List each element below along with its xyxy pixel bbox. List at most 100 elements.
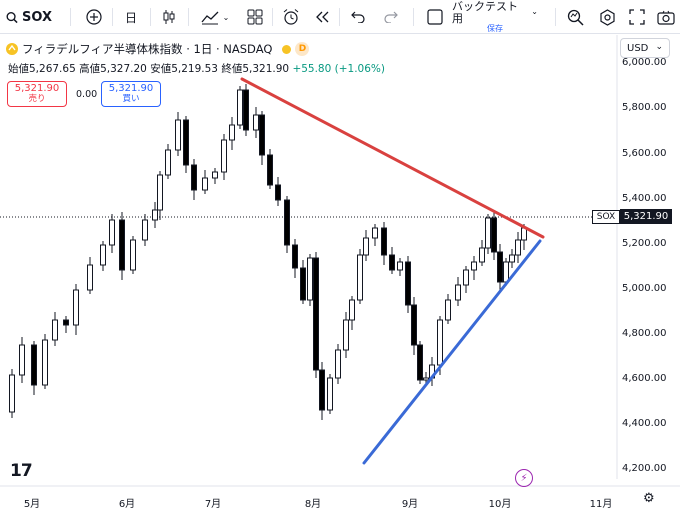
chart-type-button[interactable] bbox=[159, 0, 179, 34]
backtest-checkbox[interactable] bbox=[425, 0, 445, 34]
candle-body bbox=[87, 264, 93, 291]
plus-circle-icon bbox=[86, 9, 102, 25]
price-axis-label: 4,400.00 bbox=[622, 418, 667, 429]
settings-button[interactable] bbox=[597, 0, 617, 34]
candle-body bbox=[300, 267, 306, 301]
symbol-name: SOX bbox=[22, 9, 52, 25]
close-label: 終値 bbox=[221, 63, 243, 75]
quick-search-button[interactable] bbox=[565, 0, 585, 34]
layout-button[interactable] bbox=[245, 0, 265, 34]
price-axis-label: 4,200.00 bbox=[622, 463, 667, 474]
high-value: 5,327.20 bbox=[100, 63, 147, 75]
candle-body bbox=[100, 244, 106, 266]
candle-body bbox=[259, 114, 265, 156]
candle-body bbox=[142, 219, 148, 241]
candle-body bbox=[119, 219, 125, 271]
candle-body bbox=[397, 261, 403, 271]
gear-icon[interactable]: ⚙ bbox=[643, 491, 655, 506]
time-axis-label: 6月 bbox=[118, 499, 136, 510]
layout-icon bbox=[247, 9, 263, 25]
candle-body bbox=[313, 257, 319, 371]
symbol-search[interactable]: SOX bbox=[6, 0, 52, 34]
candle-body bbox=[52, 319, 58, 341]
backtest-save-button[interactable]: バックテスト用 ⌄ 保存 bbox=[452, 0, 538, 34]
toolbar-divider bbox=[272, 8, 273, 26]
price-chart[interactable] bbox=[0, 35, 680, 514]
price-axis-label: 5,600.00 bbox=[622, 148, 667, 159]
fullscreen-button[interactable] bbox=[627, 0, 647, 34]
compare-button[interactable] bbox=[84, 0, 104, 34]
checkbox-icon bbox=[427, 9, 443, 25]
price-axis-label: 5,800.00 bbox=[622, 102, 667, 113]
market-status-dot bbox=[282, 44, 292, 54]
open-value: 5,267.65 bbox=[29, 63, 76, 75]
currency-selector[interactable]: USD ⌄ bbox=[620, 38, 670, 58]
currency-value: USD bbox=[627, 42, 649, 54]
change-value: +55.80 (+1.06%) bbox=[292, 63, 385, 75]
legend-badge: D bbox=[295, 42, 310, 56]
price-axis-label: 5,200.00 bbox=[622, 238, 667, 249]
symbol-logo-icon bbox=[6, 43, 18, 55]
redo-button[interactable] bbox=[382, 0, 400, 34]
ohlc-values: 始値5,267.65 高値5,327.20 安値5,219.53 終値5,321… bbox=[8, 61, 385, 76]
quick-search-icon bbox=[567, 9, 584, 26]
toolbar-divider bbox=[70, 8, 71, 26]
candle-body bbox=[485, 217, 491, 249]
indicators-icon bbox=[201, 11, 219, 25]
toolbar-divider bbox=[112, 8, 113, 26]
price-axis-label: 5,000.00 bbox=[622, 283, 667, 294]
candle-body bbox=[335, 349, 341, 379]
spread-value: 0.00 bbox=[76, 89, 98, 100]
undo-icon bbox=[351, 11, 365, 23]
buy-label: 買い bbox=[122, 93, 140, 104]
time-axis-label: 11月 bbox=[589, 499, 613, 510]
fullscreen-icon bbox=[629, 9, 645, 25]
candle-body bbox=[284, 199, 290, 246]
legend-title: フィラデルフィア半導体株指数 · 1日 · NASDAQ bbox=[22, 42, 273, 56]
candle-body bbox=[471, 261, 477, 271]
price-axis-label: 5,400.00 bbox=[622, 193, 667, 204]
alarm-icon bbox=[283, 9, 299, 25]
replay-icon bbox=[316, 11, 329, 23]
candle-body bbox=[73, 289, 79, 326]
snapshot-button[interactable] bbox=[656, 0, 676, 34]
candle-body bbox=[42, 339, 48, 386]
chevron-down-icon: ⌄ bbox=[222, 12, 230, 22]
chevron-down-icon: ⌄ bbox=[531, 7, 538, 17]
buy-button[interactable]: 5,321.90 買い bbox=[101, 81, 161, 107]
candle-body bbox=[372, 227, 378, 239]
toolbar-divider bbox=[555, 8, 556, 26]
backtest-status: 保存 bbox=[487, 23, 503, 33]
candle-body bbox=[229, 124, 235, 141]
undo-button[interactable] bbox=[349, 0, 367, 34]
buy-price: 5,321.90 bbox=[108, 83, 154, 95]
lightning-icon[interactable]: ⚡ bbox=[515, 469, 533, 487]
sell-button[interactable]: 5,321.90 売り bbox=[7, 81, 67, 107]
last-price-label: 5,321.90 bbox=[620, 209, 672, 224]
candle-body bbox=[497, 251, 503, 283]
candle-body bbox=[357, 254, 363, 301]
candle-body bbox=[109, 219, 115, 246]
support-trendline bbox=[362, 239, 542, 465]
candle-body bbox=[183, 119, 189, 166]
candle-body bbox=[389, 254, 395, 271]
candle-body bbox=[19, 344, 25, 376]
candle-body bbox=[503, 261, 509, 283]
candle-body bbox=[292, 244, 298, 269]
candle-body bbox=[411, 304, 417, 346]
price-axis-label: 6,000.00 bbox=[622, 57, 667, 68]
candle-body bbox=[455, 284, 461, 301]
price-axis-label: 4,600.00 bbox=[622, 373, 667, 384]
candle-body bbox=[437, 319, 443, 366]
alert-button[interactable] bbox=[281, 0, 301, 34]
low-value: 5,219.53 bbox=[171, 63, 218, 75]
candle-body bbox=[463, 269, 469, 286]
resistance-trendline bbox=[240, 77, 545, 239]
interval-button[interactable]: 日 bbox=[124, 10, 137, 25]
time-axis-label: 8月 bbox=[304, 499, 322, 510]
candle-body bbox=[221, 139, 227, 173]
indicators-button[interactable]: ⌄ bbox=[198, 0, 232, 34]
top-toolbar: SOX 日 ⌄ bbox=[0, 0, 680, 34]
replay-button[interactable] bbox=[312, 0, 332, 34]
